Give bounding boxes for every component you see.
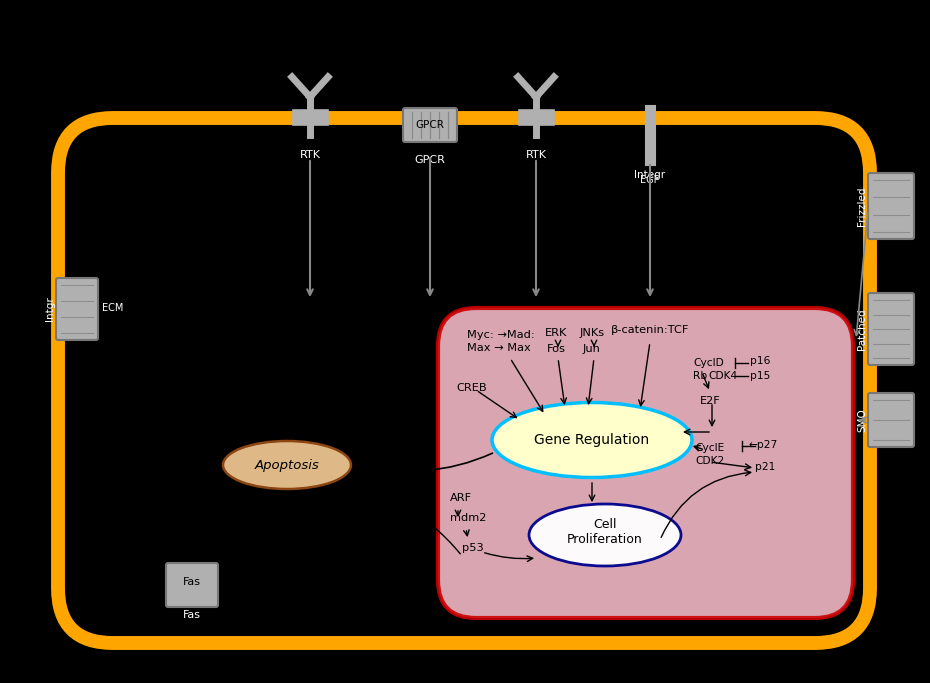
Text: Fas: Fas — [183, 610, 201, 620]
Text: ARF: ARF — [450, 493, 472, 503]
Text: Fos: Fos — [547, 344, 565, 354]
Text: CREB: CREB — [456, 383, 486, 393]
FancyBboxPatch shape — [56, 278, 98, 340]
Text: Max → Max: Max → Max — [467, 343, 531, 353]
Text: GPCR: GPCR — [415, 155, 445, 165]
FancyBboxPatch shape — [403, 108, 457, 142]
Text: p53: p53 — [462, 543, 484, 553]
FancyBboxPatch shape — [868, 173, 914, 239]
Text: Cell
Proliferation: Cell Proliferation — [567, 518, 643, 546]
Text: mdm2: mdm2 — [450, 513, 486, 523]
Text: ECM: ECM — [102, 303, 124, 313]
Text: Patched: Patched — [857, 308, 867, 350]
Ellipse shape — [223, 441, 351, 489]
Text: Jun: Jun — [583, 344, 601, 354]
Text: CDK2: CDK2 — [695, 456, 724, 466]
Text: GPCR: GPCR — [416, 120, 445, 130]
Text: Integr: Integr — [634, 170, 666, 180]
Text: p21: p21 — [755, 462, 776, 472]
Text: Rb: Rb — [693, 371, 707, 381]
FancyBboxPatch shape — [438, 308, 853, 618]
Text: CDK4: CDK4 — [708, 371, 737, 381]
Text: E2F: E2F — [700, 396, 721, 406]
Text: RTK: RTK — [525, 150, 547, 160]
Text: SMO: SMO — [857, 408, 867, 432]
Text: Frizzled: Frizzled — [857, 186, 867, 226]
Text: Intgr: Intgr — [45, 296, 55, 322]
Text: CyclE: CyclE — [695, 443, 724, 453]
FancyBboxPatch shape — [868, 293, 914, 365]
Text: EGF: EGF — [641, 175, 659, 185]
Text: JNKs: JNKs — [579, 328, 604, 338]
Text: p15: p15 — [750, 371, 770, 381]
Ellipse shape — [529, 504, 681, 566]
Text: p16: p16 — [750, 356, 770, 366]
Text: ←p27: ←p27 — [748, 440, 777, 450]
FancyBboxPatch shape — [868, 393, 914, 447]
Text: Apoptosis: Apoptosis — [255, 458, 319, 471]
Text: Gene Regulation: Gene Regulation — [535, 433, 649, 447]
Text: Myc: →Mad:: Myc: →Mad: — [467, 330, 535, 340]
Text: Fas: Fas — [183, 577, 201, 587]
FancyBboxPatch shape — [166, 563, 218, 607]
Text: RTK: RTK — [299, 150, 321, 160]
Text: ERK: ERK — [545, 328, 567, 338]
Ellipse shape — [492, 402, 692, 477]
Text: β-catenin:TCF: β-catenin:TCF — [611, 325, 689, 335]
Text: CyclD: CyclD — [693, 358, 724, 368]
